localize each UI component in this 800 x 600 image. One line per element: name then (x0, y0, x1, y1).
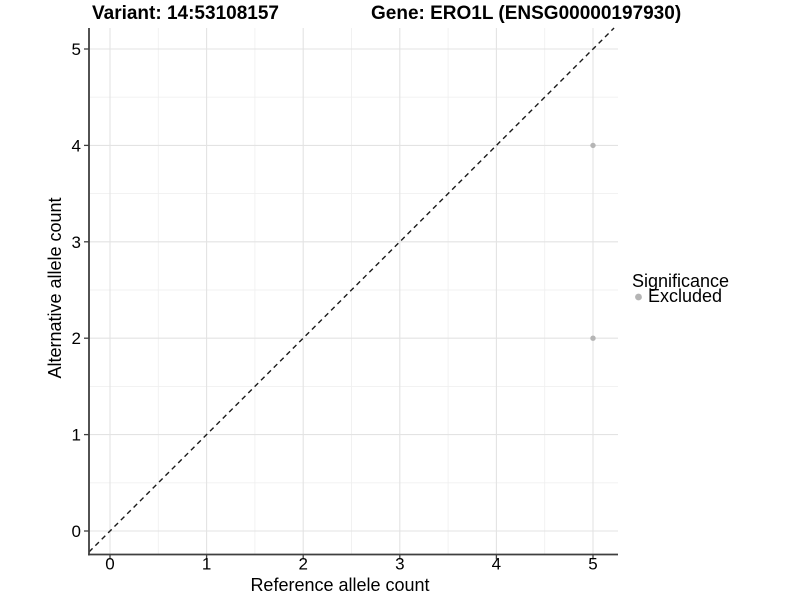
data-point (590, 335, 596, 341)
y-tick-label: 1 (72, 426, 81, 445)
x-tick-label: 5 (588, 555, 597, 574)
y-tick-label: 4 (72, 136, 81, 155)
x-axis-title: Reference allele count (250, 575, 429, 595)
x-tick-label: 1 (202, 555, 211, 574)
x-tick-label: 0 (105, 555, 114, 574)
identity-dashed-line (88, 27, 615, 553)
y-tick-label: 3 (72, 233, 81, 252)
legend-title: Significance (632, 271, 729, 291)
y-axis-title: Alternative allele count (45, 197, 65, 378)
x-tick-label: 3 (395, 555, 404, 574)
data-point (590, 142, 596, 149)
plot-title-variant: Variant: 14:53108157 (92, 3, 279, 24)
legend-entry-label: Excluded (648, 286, 722, 306)
chart-generated-layer: 0 1 2 3 4 5 0 1 2 3 4 5 (72, 27, 618, 574)
x-tick-label: 2 (298, 555, 307, 574)
legend: Significance Excluded (632, 271, 729, 306)
x-tick-label: 4 (492, 555, 501, 574)
y-tick-label: 2 (72, 329, 81, 348)
legend-key-dot (635, 293, 642, 301)
y-tick-label: 5 (72, 40, 81, 59)
plot-title-gene: Gene: ERO1L (ENSG00000197930) (371, 3, 681, 24)
y-tick-label: 0 (72, 522, 81, 541)
